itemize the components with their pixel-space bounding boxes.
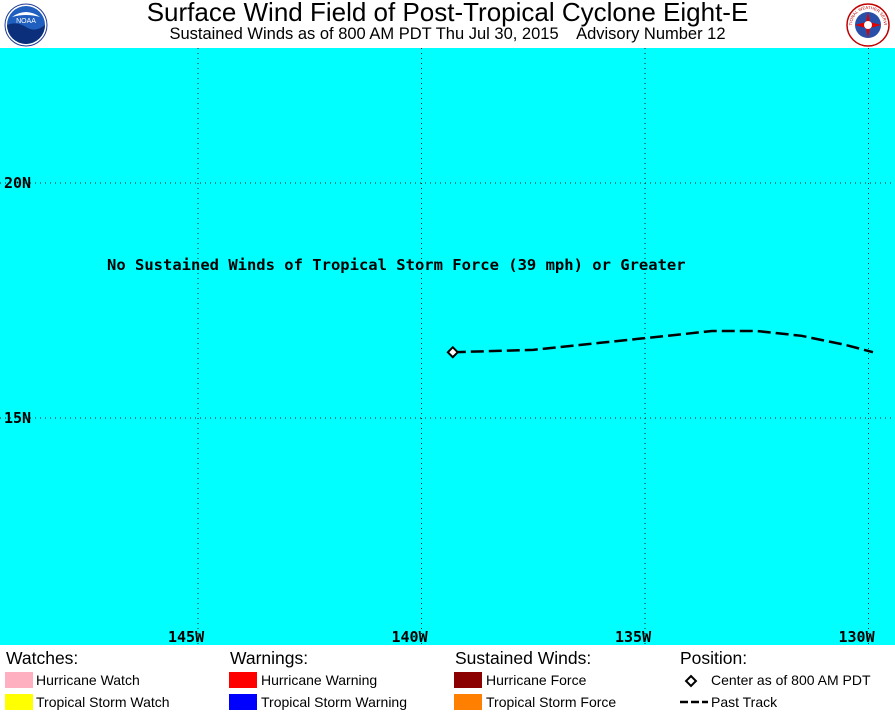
legend: Watches: Hurricane Watch Tropical Storm … <box>0 645 895 716</box>
diamond-icon <box>684 674 698 688</box>
lat-label-20n: 20N <box>4 174 32 192</box>
lon-label-130w: 130W <box>838 628 875 645</box>
hurricane-warning-label: Hurricane Warning <box>261 672 378 688</box>
hurricane-watch-swatch <box>5 672 33 688</box>
page-title: Surface Wind Field of Post-Tropical Cycl… <box>146 0 749 27</box>
map-panel: 20N 15N 145W 140W 135W 130W No Sustained… <box>0 48 895 645</box>
legend-heading-warnings: Warnings: <box>230 648 309 668</box>
tropical-storm-watch-swatch <box>5 694 33 710</box>
noaa-logo: NOAA <box>4 3 48 47</box>
past-track-line <box>452 329 874 354</box>
dashed-line-icon <box>680 700 708 704</box>
past-track-label: Past Track <box>711 694 778 710</box>
tropical-storm-force-swatch <box>454 694 482 710</box>
header: NOAA Surface Wind Field of Post-Tropical… <box>0 0 895 47</box>
tropical-storm-watch-label: Tropical Storm Watch <box>36 694 170 710</box>
legend-heading-position: Position: <box>680 648 748 668</box>
hurricane-force-label: Hurricane Force <box>486 672 587 688</box>
center-position-label: Center as of 800 AM PDT <box>711 672 871 688</box>
lon-label-145w: 145W <box>168 628 205 645</box>
map-graticule <box>0 48 895 645</box>
hurricane-watch-label: Hurricane Watch <box>36 672 140 688</box>
lon-label-135w: 135W <box>615 628 652 645</box>
lat-label-15n: 15N <box>4 409 32 427</box>
no-winds-notice: No Sustained Winds of Tropical Storm For… <box>107 256 686 274</box>
tropical-storm-warning-label: Tropical Storm Warning <box>261 694 408 710</box>
hurricane-force-swatch <box>454 672 482 688</box>
legend-heading-winds: Sustained Winds: <box>455 648 592 668</box>
legend-heading-watches: Watches: <box>6 648 79 668</box>
tropical-storm-force-label: Tropical Storm Force <box>486 694 617 710</box>
svg-text:NOAA: NOAA <box>16 18 36 25</box>
tropical-storm-warning-swatch <box>229 694 257 710</box>
storm-center-marker <box>446 345 460 359</box>
nws-logo: NATIONAL WEATHER SERVICE <box>846 3 890 47</box>
lon-label-140w: 140W <box>391 628 428 645</box>
page-subtitle: Sustained Winds as of 800 AM PDT Thu Jul… <box>169 25 726 43</box>
hurricane-warning-swatch <box>229 672 257 688</box>
